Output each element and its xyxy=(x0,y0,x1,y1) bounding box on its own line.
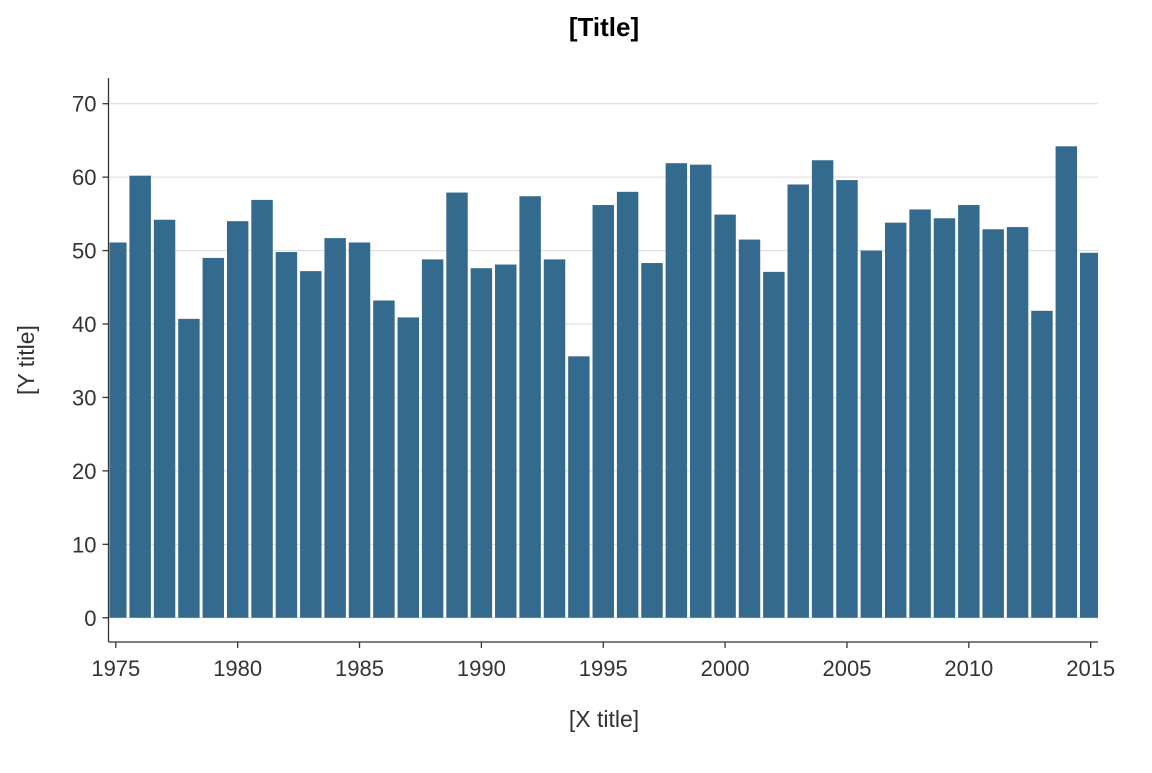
bar-1987 xyxy=(397,317,419,618)
bar-2006 xyxy=(860,250,883,618)
bar-1979 xyxy=(202,257,225,618)
bar-1989 xyxy=(446,192,468,618)
bar-2009 xyxy=(933,218,956,618)
bar-1991 xyxy=(495,264,517,618)
x-tick-label-2015: 2015 xyxy=(1066,656,1115,681)
bar-2013 xyxy=(1031,310,1053,618)
y-tick-label-10: 10 xyxy=(72,532,96,557)
bar-1999 xyxy=(690,164,712,618)
y-tick-label-30: 30 xyxy=(72,385,96,410)
x-tick-label-2010: 2010 xyxy=(944,656,993,681)
bar-1990 xyxy=(470,268,493,618)
bar-1984 xyxy=(324,238,346,618)
x-axis-title: [X title] xyxy=(569,706,639,732)
bar-1997 xyxy=(641,263,663,618)
bar-2010 xyxy=(958,205,980,618)
bar-1978 xyxy=(178,318,200,618)
y-tick-label-40: 40 xyxy=(72,312,96,337)
y-tick-label-20: 20 xyxy=(72,459,96,484)
x-tick-label-1995: 1995 xyxy=(579,656,628,681)
bar-1996 xyxy=(616,191,639,618)
bar-1976 xyxy=(129,175,151,618)
y-tick-label-70: 70 xyxy=(72,92,96,117)
x-tick-label-1980: 1980 xyxy=(213,656,262,681)
x-tick-label-2000: 2000 xyxy=(701,656,750,681)
bar-1994 xyxy=(568,356,590,618)
bar-1981 xyxy=(251,199,273,618)
bar-1982 xyxy=(275,252,298,618)
bar-2005 xyxy=(836,180,858,618)
x-tick-label-1975: 1975 xyxy=(91,656,140,681)
y-ticks: 0 10 20 30 40 50 60 70 xyxy=(72,92,109,631)
bar-1992 xyxy=(519,196,541,618)
bar-1985 xyxy=(348,242,371,618)
bar-1983 xyxy=(300,271,322,618)
x-tick-label-1985: 1985 xyxy=(335,656,384,681)
bar-2014 xyxy=(1055,146,1078,618)
x-ticks: 1975 1980 1985 1990 1995 2000 2005 2010 2015 xyxy=(91,642,1115,681)
bar-1998 xyxy=(665,163,688,618)
x-tick-label-1990: 1990 xyxy=(457,656,506,681)
bar-2011 xyxy=(982,229,1004,618)
bar-1988 xyxy=(421,259,444,618)
bar-2015 xyxy=(1079,252,1098,618)
y-tick-label-50: 50 xyxy=(72,239,96,264)
bar-2003 xyxy=(787,184,809,618)
bar-2007 xyxy=(884,222,907,618)
bar-1993 xyxy=(543,259,566,618)
bar-2001 xyxy=(738,239,761,618)
bar-2008 xyxy=(909,209,931,618)
bar-1975 xyxy=(109,242,127,618)
bar-1977 xyxy=(153,219,176,618)
bar-2012 xyxy=(1006,227,1029,618)
y-axis-title: [Y title] xyxy=(13,325,39,395)
bars xyxy=(109,146,1098,618)
bar-2002 xyxy=(763,271,785,618)
x-tick-label-2005: 2005 xyxy=(822,656,871,681)
y-tick-label-0: 0 xyxy=(84,606,96,631)
y-tick-label-60: 60 xyxy=(72,165,96,190)
bar-1980 xyxy=(226,221,249,618)
bar-1986 xyxy=(373,300,395,618)
bar-1995 xyxy=(592,205,614,618)
chart-title: [Title] xyxy=(569,12,639,42)
bar-2000 xyxy=(714,214,736,618)
bar-2004 xyxy=(811,160,834,618)
